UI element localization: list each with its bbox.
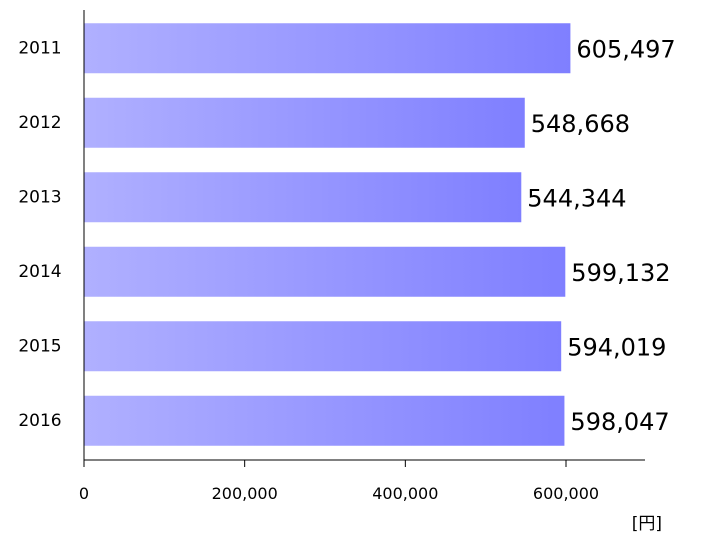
x-tick-label: 0 <box>79 484 89 503</box>
bar-2011 <box>84 23 571 74</box>
value-label-2015: 594,019 <box>567 333 666 361</box>
category-label-2012: 2012 <box>18 113 61 133</box>
x-axis-ticks: 0 200,000 400,000 600,000 <box>79 460 599 503</box>
x-tick-label: 600,000 <box>533 484 599 503</box>
bar-2014 <box>84 246 566 297</box>
bar-2015 <box>84 321 562 372</box>
bars-group <box>84 23 571 446</box>
bar-2016 <box>84 395 565 446</box>
x-tick-label: 400,000 <box>372 484 438 503</box>
bar-2013 <box>84 172 522 223</box>
x-tick-label: 200,000 <box>212 484 278 503</box>
value-label-2016: 598,047 <box>570 408 669 436</box>
value-label-2014: 599,132 <box>571 259 670 287</box>
category-label-2016: 2016 <box>18 411 61 431</box>
category-labels: 2011 2012 2013 2014 2015 2016 <box>18 38 61 431</box>
unit-label: [円] <box>632 514 662 534</box>
category-label-2011: 2011 <box>18 38 61 58</box>
bar-2012 <box>84 97 525 148</box>
category-label-2015: 2015 <box>18 336 61 356</box>
axes-group <box>83 10 645 461</box>
category-label-2014: 2014 <box>18 262 61 282</box>
value-label-2011: 605,497 <box>576 35 675 63</box>
value-label-2013: 544,344 <box>527 184 626 212</box>
value-label-2012: 548,668 <box>531 110 630 138</box>
value-labels: 605,497 548,668 544,344 599,132 594,019 598,0… <box>527 35 675 436</box>
category-label-2013: 2013 <box>18 187 61 207</box>
